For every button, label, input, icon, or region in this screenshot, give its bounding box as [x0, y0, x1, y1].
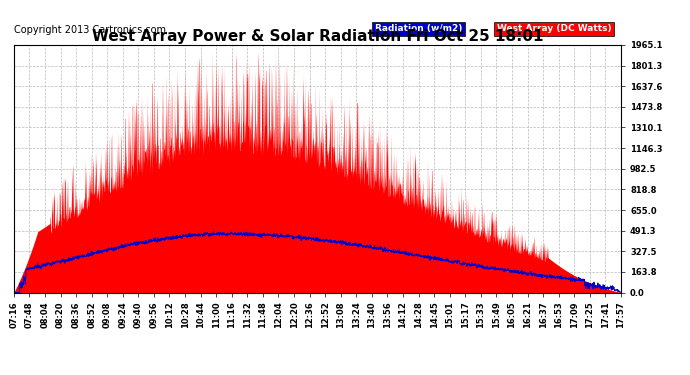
Title: West Array Power & Solar Radiation Fri Oct 25 18:01: West Array Power & Solar Radiation Fri O… [92, 29, 543, 44]
Text: Radiation (w/m2): Radiation (w/m2) [375, 24, 462, 33]
Text: West Array (DC Watts): West Array (DC Watts) [497, 24, 611, 33]
Text: Copyright 2013 Cartronics.com: Copyright 2013 Cartronics.com [14, 25, 166, 35]
